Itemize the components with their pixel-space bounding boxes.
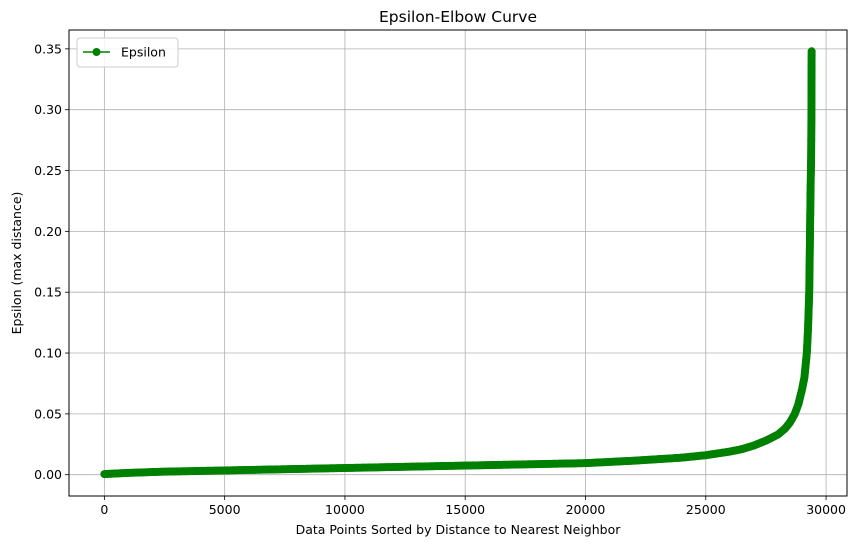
y-tick-label: 0.00 <box>34 467 62 482</box>
legend-label-epsilon: Epsilon <box>121 45 166 60</box>
x-tick-label: 20000 <box>566 502 606 517</box>
y-axis-ticks: 0.00 0.05 0.10 0.15 0.20 0.25 0.30 0.35 <box>34 41 69 482</box>
chart-title: Epsilon-Elbow Curve <box>379 8 537 26</box>
legend-marker-swatch <box>92 48 101 56</box>
y-tick-label: 0.15 <box>34 285 62 300</box>
x-tick-label: 30000 <box>806 502 846 517</box>
legend-box <box>76 37 179 68</box>
y-tick-label: 0.05 <box>34 406 62 421</box>
y-axis-label: Epsilon (max distance) <box>9 192 24 335</box>
y-tick-label: 0.30 <box>34 102 62 117</box>
x-tick-label: 15000 <box>445 502 485 517</box>
x-tick-label: 25000 <box>686 502 726 517</box>
y-tick-label: 0.20 <box>34 224 62 239</box>
x-tick-label: 0 <box>100 502 108 517</box>
plot-area-frame <box>68 29 848 497</box>
y-tick-label: 0.10 <box>34 346 62 361</box>
x-axis-ticks: 0 5000 10000 15000 20000 25000 30000 <box>100 496 846 517</box>
data-point <box>807 47 816 56</box>
legend: Epsilon <box>76 37 179 68</box>
x-tick-label: 5000 <box>209 502 241 517</box>
x-tick-label: 10000 <box>325 502 365 517</box>
series-epsilon <box>100 47 816 479</box>
y-tick-label: 0.35 <box>34 41 62 56</box>
x-axis-label: Data Points Sorted by Distance to Neares… <box>296 522 622 537</box>
y-tick-label: 0.25 <box>34 163 62 178</box>
